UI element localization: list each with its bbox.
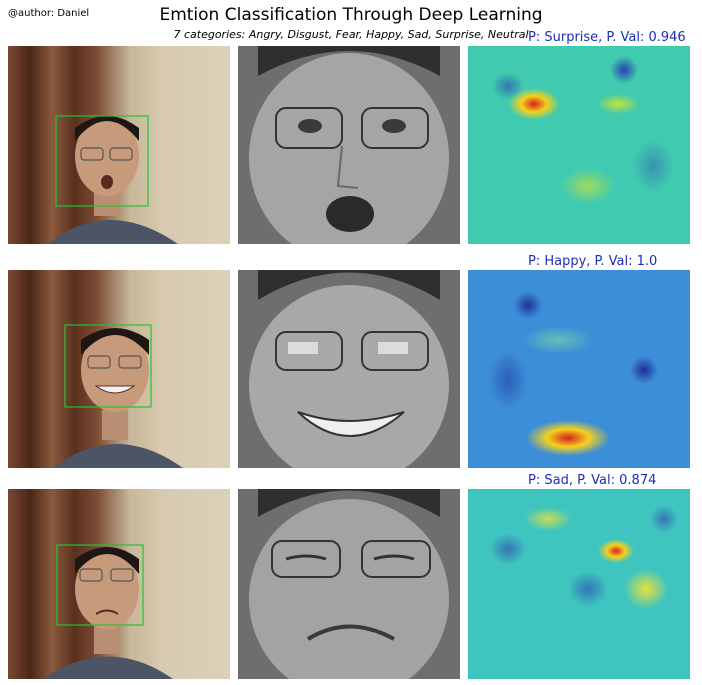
face-detection-box bbox=[64, 324, 152, 408]
attention-heatmap-row-2 bbox=[468, 270, 690, 468]
face-crop-row-1 bbox=[238, 46, 460, 244]
attention-heatmap-row-1 bbox=[468, 46, 690, 244]
face-detection-box bbox=[55, 115, 149, 207]
attention-heatmap-row-3 bbox=[468, 489, 690, 679]
prediction-label-row-3: P: Sad, P. Val: 0.874 bbox=[528, 473, 657, 488]
webcam-frame-row-2 bbox=[8, 270, 230, 468]
prediction-label-row-2: P: Happy, P. Val: 1.0 bbox=[528, 254, 658, 269]
face-detection-box bbox=[56, 544, 144, 626]
figure-title: Emtion Classification Through Deep Learn… bbox=[159, 5, 543, 25]
face-crop-row-2 bbox=[238, 270, 460, 468]
figure-subtitle: 7 categories: Angry, Disgust, Fear, Happ… bbox=[173, 28, 529, 41]
author-label: @author: Daniel bbox=[8, 8, 90, 19]
face-crop-row-3 bbox=[238, 489, 460, 679]
webcam-frame-row-1 bbox=[8, 46, 230, 244]
prediction-label-row-1: P: Surprise, P. Val: 0.946 bbox=[528, 30, 686, 45]
webcam-frame-row-3 bbox=[8, 489, 230, 679]
